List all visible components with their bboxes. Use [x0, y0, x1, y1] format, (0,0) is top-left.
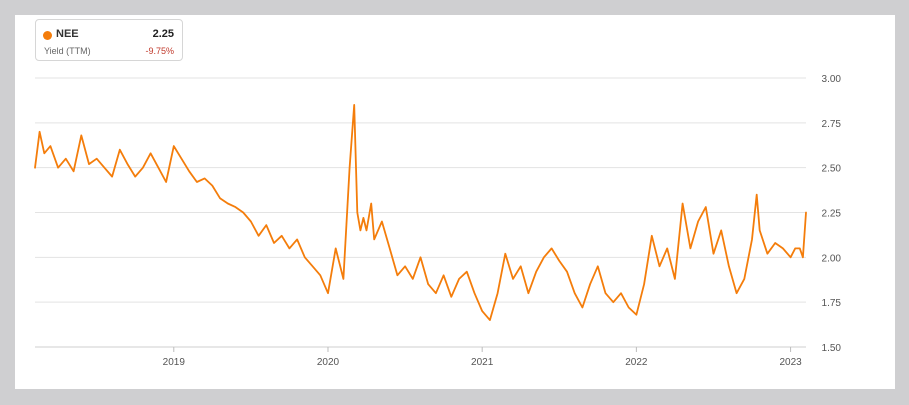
- x-tick-label: 2022: [625, 357, 648, 368]
- x-tick-label: 2023: [779, 357, 802, 368]
- legend-value: 2.25: [152, 28, 174, 40]
- legend-metric: Yield (TTM): [44, 46, 91, 56]
- y-tick-label: 2.50: [822, 164, 842, 175]
- y-tick-label: 3.00: [822, 74, 842, 85]
- y-tick-label: 1.75: [822, 298, 842, 309]
- x-tick-label: 2019: [163, 357, 186, 368]
- y-tick-label: 2.00: [822, 253, 842, 264]
- x-tick-label: 2021: [471, 357, 494, 368]
- legend-change: -9.75%: [145, 46, 174, 56]
- series-color-dot: [43, 31, 52, 40]
- chart-panel: NEE 2.25 Yield (TTM) -9.75%: [15, 15, 895, 389]
- y-tick-label: 2.25: [822, 209, 842, 220]
- legend-card[interactable]: NEE 2.25 Yield (TTM) -9.75%: [35, 19, 183, 61]
- x-tick-label: 2020: [317, 357, 340, 368]
- legend-ticker: NEE: [56, 28, 79, 40]
- y-tick-label: 2.75: [822, 119, 842, 130]
- y-tick-label: 1.50: [822, 343, 842, 354]
- series-line-nee: [34, 104, 807, 322]
